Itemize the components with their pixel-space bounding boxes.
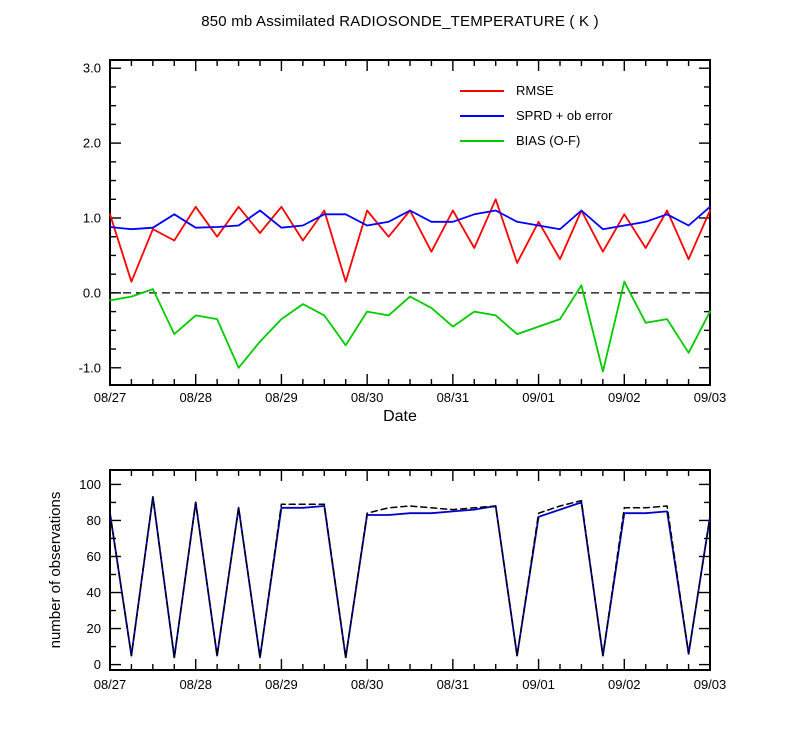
observation-count-xtick-label: 09/01 xyxy=(522,677,555,692)
legend-item-bias: BIAS (O-F) xyxy=(460,128,612,153)
temperature-stats-ticks xyxy=(109,60,711,385)
y-axis-label-observations: number of observations xyxy=(47,491,64,649)
sprd-line-sample xyxy=(460,114,504,117)
observation-count-xtick-label: 09/02 xyxy=(608,677,641,692)
temperature-stats-ytick-label: 1.0 xyxy=(83,211,101,226)
legend-label-bias: BIAS (O-F) xyxy=(516,133,581,148)
temperature-stats-ytick-label: 3.0 xyxy=(83,61,101,76)
observation-count-ytick-label: 80 xyxy=(87,513,101,528)
temperature-stats-xtick-label: 09/01 xyxy=(522,390,555,405)
temperature-stats-xtick-label: 08/29 xyxy=(265,390,298,405)
temperature-stats-xtick-label: 09/02 xyxy=(608,390,641,405)
rmse-line xyxy=(109,198,711,283)
observation-count-xtick-label: 08/30 xyxy=(351,677,384,692)
temperature-stats-panel: -1.0 0.0 1.0 2.0 3.0 08/27 08/28 08/29 08/30 08/3… xyxy=(79,59,727,405)
observation-count-xtick-label: 08/29 xyxy=(265,677,298,692)
observations-dashed-line xyxy=(109,496,711,659)
observation-count-xtick-label: 08/28 xyxy=(179,677,212,692)
temperature-stats-ytick-label: -1.0 xyxy=(79,360,101,375)
legend-label-rmse: RMSE xyxy=(516,83,554,98)
observation-count-ytick-label: 100 xyxy=(79,477,101,492)
temperature-stats-ytick-label: 0.0 xyxy=(83,285,101,300)
observation-count-xtick-label: 08/27 xyxy=(94,677,127,692)
rmse-line-sample xyxy=(460,89,504,92)
sprd-ob-error-line xyxy=(109,205,711,231)
observation-count-ticks xyxy=(109,470,711,670)
temperature-stats-xtick-label: 08/27 xyxy=(94,390,127,405)
observation-count-ytick-label: 60 xyxy=(87,549,101,564)
legend-item-rmse: RMSE xyxy=(460,78,612,103)
temperature-stats-xtick-label: 08/31 xyxy=(437,390,470,405)
legend-label-sprd: SPRD + ob error xyxy=(516,108,613,123)
temperature-stats-xtick-label: 08/28 xyxy=(179,390,212,405)
observations-line xyxy=(109,496,711,659)
observation-count-panel: 0 20 40 60 80 100 08/27 08/28 08/29 08/30 08/31 09/… xyxy=(79,469,727,692)
x-axis-label-date: Date xyxy=(383,408,417,425)
observation-count-ytick-label: 0 xyxy=(94,657,101,672)
temperature-stats-ytick-label: 2.0 xyxy=(83,136,101,151)
observation-count-ytick-label: 20 xyxy=(87,621,101,636)
observation-count-xtick-label: 08/31 xyxy=(437,677,470,692)
observation-count-ytick-label: 40 xyxy=(87,585,101,600)
bias-line-sample xyxy=(460,139,504,142)
chart-title: 850 mb Assimilated RADIOSONDE_TEMPERATUR… xyxy=(201,13,599,30)
bias-of-line xyxy=(109,280,711,373)
temperature-stats-xtick-label: 08/30 xyxy=(351,390,384,405)
legend-item-sprd: SPRD + ob error xyxy=(460,103,612,128)
observation-count-xtick-label: 09/03 xyxy=(694,677,727,692)
temperature-stats-xtick-label: 09/03 xyxy=(694,390,727,405)
observation-count-frame xyxy=(109,469,711,671)
legend: RMSE SPRD + ob error BIAS (O-F) xyxy=(460,78,612,153)
